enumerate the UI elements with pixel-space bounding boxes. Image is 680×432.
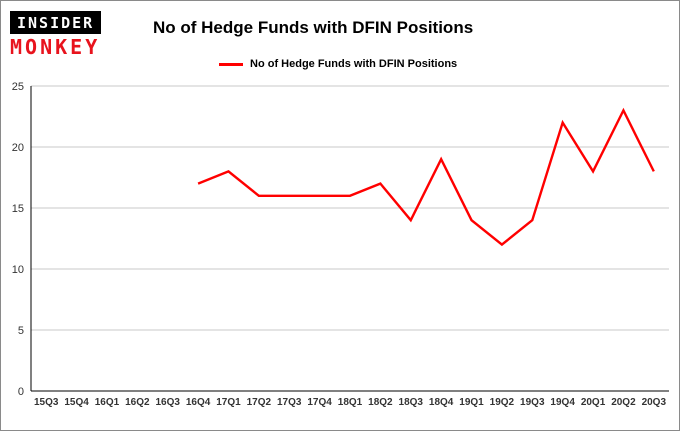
- chart-legend: No of Hedge Funds with DFIN Positions: [219, 58, 457, 70]
- x-tick-label: 16Q2: [125, 397, 150, 408]
- y-tick-label: 0: [18, 386, 24, 398]
- x-tick-label: 15Q4: [64, 397, 89, 408]
- x-tick-label: 18Q3: [399, 397, 424, 408]
- x-tick-label: 17Q1: [216, 397, 241, 408]
- x-tick-label: 15Q3: [34, 397, 59, 408]
- legend-label: No of Hedge Funds with DFIN Positions: [250, 58, 458, 70]
- x-tick-label: 17Q2: [247, 397, 272, 408]
- page-title: No of Hedge Funds with DFIN Positions: [153, 18, 474, 37]
- x-tick-label: 18Q2: [368, 397, 393, 408]
- x-tick-label: 17Q3: [277, 397, 302, 408]
- logo-monkey-text: MONKEY: [10, 35, 101, 59]
- x-tick-label: 16Q4: [186, 397, 211, 408]
- x-tick-label: 16Q3: [155, 397, 180, 408]
- insider-monkey-logo: INSIDER MONKEY: [10, 11, 130, 59]
- legend-line-swatch: [219, 62, 243, 66]
- x-tick-label: 18Q4: [429, 397, 454, 408]
- x-tick-label: 20Q2: [611, 397, 636, 408]
- logo-insider-text: INSIDER: [10, 11, 102, 34]
- x-tick-label: 20Q1: [581, 397, 606, 408]
- x-tick-label: 17Q4: [307, 397, 332, 408]
- x-tick-label: 19Q3: [520, 397, 545, 408]
- data-line: [197, 107, 655, 247]
- y-tick-label: 10: [12, 264, 24, 276]
- x-tick-label: 20Q3: [642, 397, 667, 408]
- x-tick-label: 19Q1: [459, 397, 484, 408]
- x-tick-label: 16Q1: [95, 397, 120, 408]
- y-tick-label: 5: [18, 325, 24, 337]
- x-tick-label: 19Q4: [550, 397, 575, 408]
- x-tick-label: 18Q1: [338, 397, 363, 408]
- x-tick-label: 19Q2: [490, 397, 515, 408]
- y-tick-label: 20: [12, 142, 24, 154]
- y-tick-label: 25: [12, 81, 24, 93]
- y-tick-label: 15: [12, 203, 24, 215]
